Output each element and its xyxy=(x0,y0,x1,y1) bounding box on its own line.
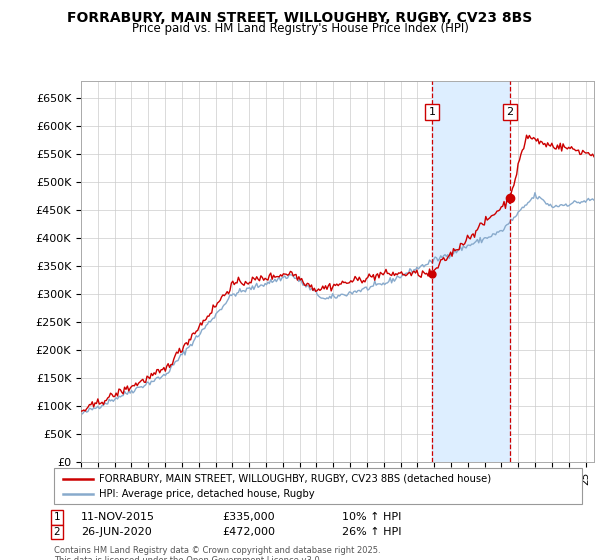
Text: 26% ↑ HPI: 26% ↑ HPI xyxy=(342,527,401,537)
Bar xyxy=(432,81,510,462)
Text: £472,000: £472,000 xyxy=(222,527,275,537)
Text: £335,000: £335,000 xyxy=(222,512,275,522)
Text: 11-NOV-2015: 11-NOV-2015 xyxy=(81,512,155,522)
Text: FORRABURY, MAIN STREET, WILLOUGHBY, RUGBY, CV23 8BS (detached house): FORRABURY, MAIN STREET, WILLOUGHBY, RUGB… xyxy=(99,474,491,483)
Text: 1: 1 xyxy=(428,107,436,117)
Text: FORRABURY, MAIN STREET, WILLOUGHBY, RUGBY, CV23 8BS: FORRABURY, MAIN STREET, WILLOUGHBY, RUGB… xyxy=(67,11,533,25)
Text: 2: 2 xyxy=(53,527,61,537)
Text: 2: 2 xyxy=(506,107,513,117)
Text: Contains HM Land Registry data © Crown copyright and database right 2025.
This d: Contains HM Land Registry data © Crown c… xyxy=(54,546,380,560)
Text: 1: 1 xyxy=(53,512,61,522)
Text: 10% ↑ HPI: 10% ↑ HPI xyxy=(342,512,401,522)
Text: 26-JUN-2020: 26-JUN-2020 xyxy=(81,527,152,537)
Text: HPI: Average price, detached house, Rugby: HPI: Average price, detached house, Rugb… xyxy=(99,489,314,499)
Text: Price paid vs. HM Land Registry's House Price Index (HPI): Price paid vs. HM Land Registry's House … xyxy=(131,22,469,35)
